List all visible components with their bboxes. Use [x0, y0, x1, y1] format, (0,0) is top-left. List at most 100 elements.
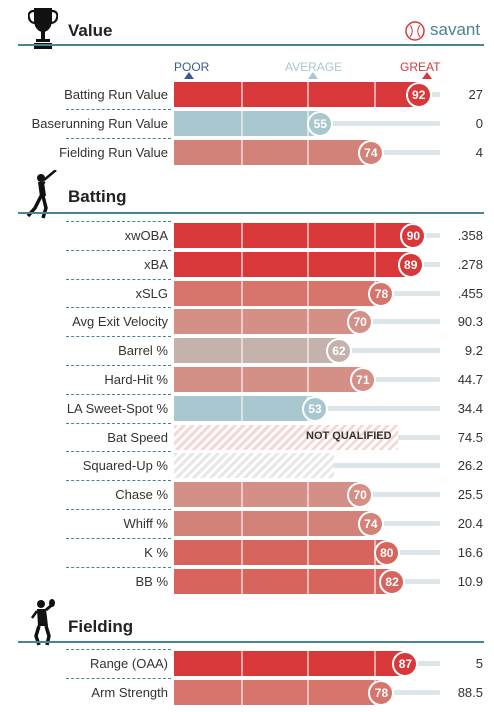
row-separator: [66, 221, 171, 222]
percentile-bar: [174, 251, 411, 277]
quartile-divider: [240, 539, 243, 565]
percentile-bubble[interactable]: 90: [400, 223, 427, 249]
metric-row[interactable]: BB % 82 10.9: [0, 566, 494, 596]
percentile-bubble[interactable]: 82: [379, 568, 406, 595]
percentile-bubble[interactable]: 80: [373, 539, 400, 566]
metric-row[interactable]: Bat Speed NOT QUALIFIED 74.5: [0, 422, 494, 452]
percentile-bubble[interactable]: 70: [347, 482, 374, 509]
percentile-bar: [174, 539, 387, 565]
quartile-divider: [240, 309, 243, 335]
percentile-bar: [174, 110, 321, 136]
quartile-divider: [307, 568, 309, 594]
percentile-bar: [174, 280, 382, 306]
metric-row[interactable]: Hard-Hit % 71 44.7: [0, 365, 494, 394]
scale-great-marker: [422, 72, 432, 79]
metric-label: xBA: [144, 256, 168, 272]
percentile-bar: [174, 82, 419, 107]
metric-label: Avg Exit Velocity: [72, 314, 168, 330]
percentile-bubble[interactable]: 78: [368, 280, 395, 307]
metric-row[interactable]: Arm Strength 78 88.5: [0, 677, 494, 707]
percentile-bubble[interactable]: 62: [325, 338, 352, 365]
metric-row[interactable]: Range (OAA) 87 5: [0, 649, 494, 678]
quartile-divider: [373, 651, 376, 676]
metric-row[interactable]: Chase % 70 25.5: [0, 480, 494, 509]
metric-label: xwOBA: [124, 228, 168, 243]
metric-label: Hard-Hit %: [104, 372, 168, 387]
metric-row[interactable]: Batting Run Value 92 27: [0, 81, 494, 109]
metric-value: .455: [457, 285, 483, 301]
quartile-divider: [373, 223, 376, 248]
fielder-icon: [28, 598, 56, 651]
metric-row[interactable]: Fielding Run Value 74 4: [0, 137, 494, 167]
quartile-divider: [307, 539, 309, 565]
percentile-bubble[interactable]: 74: [357, 511, 384, 537]
quartile-divider: [307, 651, 309, 676]
metric-value: 90.3: [457, 314, 483, 330]
percentile-bubble[interactable]: 74: [357, 139, 384, 166]
quartile-divider: [373, 568, 376, 594]
percentile-bar: [174, 338, 339, 364]
metric-value: .358: [457, 228, 483, 243]
percentile-bar: [174, 309, 361, 335]
metric-label: BB %: [135, 573, 168, 589]
percentile-bar: [174, 679, 382, 705]
percentile-bubble[interactable]: 70: [347, 309, 374, 336]
quartile-divider: [240, 139, 243, 165]
metric-value: 4: [475, 144, 483, 160]
metric-label: Whiff %: [123, 516, 168, 531]
quartile-divider: [307, 223, 309, 248]
metric-row[interactable]: xwOBA 90 .358: [0, 221, 494, 250]
percentile-bubble[interactable]: 87: [392, 651, 419, 677]
row-separator: [66, 278, 171, 280]
quartile-divider: [240, 679, 243, 705]
percentile-bubble[interactable]: 53: [301, 395, 328, 422]
metric-row[interactable]: xSLG 78 .455: [0, 278, 494, 308]
percentile-bubble[interactable]: 78: [368, 679, 395, 706]
metric-label: Baserunning Run Value: [31, 115, 168, 131]
metric-row[interactable]: Barrel % 62 9.2: [0, 336, 494, 365]
quartile-divider: [307, 679, 309, 705]
metric-label: K %: [144, 544, 168, 560]
not-qualified-label: NOT QUALIFIED: [306, 429, 392, 442]
metric-label: Bat Speed: [107, 429, 168, 445]
percentile-bar: [174, 395, 315, 421]
percentile-bubble[interactable]: 92: [405, 82, 432, 108]
metric-row[interactable]: LA Sweet-Spot % 53 34.4: [0, 393, 494, 423]
metric-value: 34.4: [457, 400, 483, 416]
row-separator: [66, 451, 171, 453]
metric-label: Range (OAA): [89, 656, 168, 671]
row-separator: [66, 108, 171, 110]
metric-row[interactable]: Baserunning Run Value 55 0: [0, 108, 494, 138]
scale-average-marker: [308, 72, 318, 79]
row-separator: [66, 365, 171, 366]
trophy-icon: [27, 6, 59, 55]
percentile-bar: [174, 568, 393, 594]
metric-row[interactable]: Avg Exit Velocity 70 90.3: [0, 307, 494, 336]
metric-row[interactable]: xBA 89 .278: [0, 249, 494, 279]
savant-brand-text[interactable]: savant: [430, 20, 481, 39]
row-separator: [66, 566, 171, 568]
percentile-bar: [174, 367, 363, 392]
section-title-batting: Batting: [68, 187, 127, 206]
metric-value: 25.5: [457, 487, 483, 503]
quartile-divider: [373, 251, 376, 277]
row-separator: [66, 307, 171, 309]
percentile-bar: [174, 651, 406, 676]
metric-row[interactable]: Squared-Up % 26.2: [0, 451, 494, 480]
quartile-divider: [307, 251, 309, 277]
percentile-bubble[interactable]: 71: [349, 367, 376, 393]
percentile-bubble[interactable]: 89: [397, 251, 424, 278]
metric-value: 10.9: [457, 573, 483, 589]
row-separator: [66, 249, 171, 251]
scale-poor-label: POOR: [174, 60, 210, 74]
scale-great-label: GREAT: [400, 60, 441, 74]
metric-row[interactable]: Whiff % 74 20.4: [0, 509, 494, 538]
percentile-bubble[interactable]: 55: [307, 110, 334, 137]
percentile-bar: [174, 511, 371, 536]
metric-value: 26.2: [457, 458, 483, 474]
metric-label: Fielding Run Value: [59, 144, 168, 160]
quartile-divider: [307, 309, 309, 335]
metric-row[interactable]: K % 80 16.6: [0, 537, 494, 567]
quartile-divider: [307, 511, 309, 536]
quartile-divider: [373, 82, 376, 107]
